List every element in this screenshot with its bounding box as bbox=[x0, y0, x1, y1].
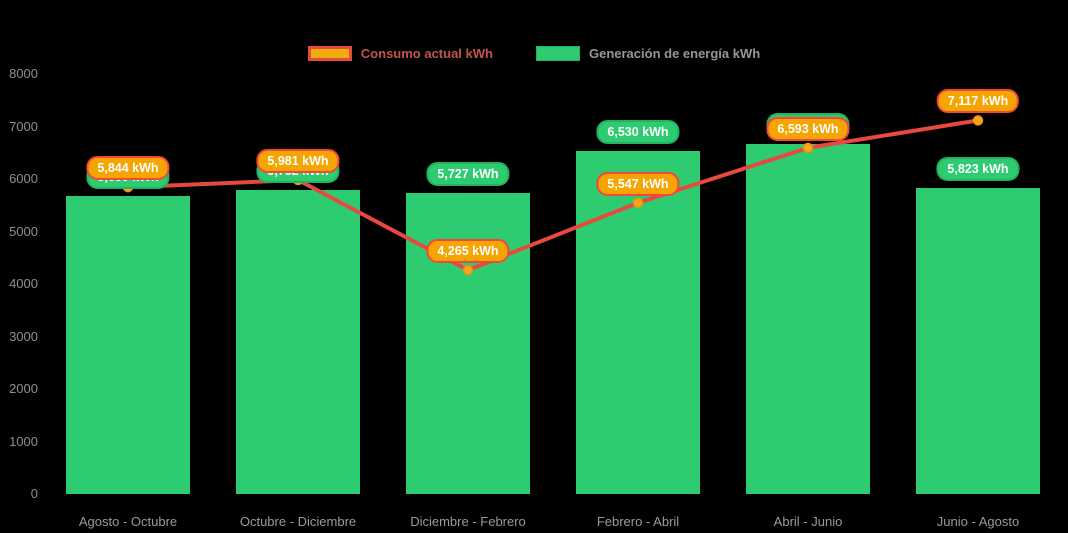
x-axis-label-octubre-diciembre: Octubre - Diciembre bbox=[239, 514, 357, 529]
bar-febrero-abril[interactable] bbox=[576, 151, 700, 494]
bar-value-label-diciembre-febrero: 5,727 kWh bbox=[426, 162, 510, 187]
bar-value-label-junio-agosto: 5,823 kWh bbox=[936, 157, 1020, 182]
line-point-marker[interactable] bbox=[972, 115, 984, 126]
generacion-swatch-icon bbox=[535, 46, 580, 61]
y-tick-label: 0 bbox=[30, 486, 38, 501]
consumo-swatch-icon bbox=[307, 46, 352, 61]
y-tick-label: 7000 bbox=[9, 118, 38, 134]
x-axis-label-diciembre-febrero: Diciembre - Febrero bbox=[410, 514, 526, 529]
bar-octubre-diciembre[interactable] bbox=[236, 190, 360, 494]
line-value-label-abril-junio: 6,593 kWh bbox=[766, 116, 850, 141]
legend-item-consumo[interactable]: Consumo actual kWh bbox=[307, 46, 493, 61]
x-axis-label-agosto-octubre: Agosto - Octubre bbox=[78, 514, 178, 529]
y-tick-label: 6000 bbox=[9, 171, 38, 186]
line-value-label-agosto-octubre: 5,844 kWh bbox=[86, 156, 170, 181]
legend-item-generacion[interactable]: Generación de energía kWh bbox=[535, 46, 761, 61]
y-tick-label: 1000 bbox=[9, 433, 38, 449]
line-value-label-febrero-abril: 5,547 kWh bbox=[596, 171, 680, 196]
bar-value-label-febrero-abril: 6,530 kWh bbox=[596, 120, 680, 145]
line-value-label-junio-agosto: 7,117 kWh bbox=[936, 89, 1020, 114]
y-tick-label: 2000 bbox=[9, 381, 38, 396]
x-axis-label-abril-junio: Abril - Junio bbox=[773, 514, 843, 529]
y-tick-label: 5000 bbox=[9, 223, 38, 239]
y-tick-label: 8000 bbox=[9, 66, 38, 81]
bar-junio-agosto[interactable] bbox=[916, 188, 1040, 494]
y-tick-label: 4000 bbox=[9, 276, 38, 291]
line-value-label-octubre-diciembre: 5,981 kWh bbox=[256, 149, 340, 173]
bar-abril-junio[interactable] bbox=[746, 143, 870, 494]
line-point-marker[interactable] bbox=[462, 264, 474, 276]
legend-label-generacion: Generación de energía kWh bbox=[588, 46, 761, 61]
x-axis-label-febrero-abril: Febrero - Abril bbox=[596, 514, 680, 529]
line-point-marker[interactable] bbox=[632, 197, 644, 209]
chart-legend: Consumo actual kWh Generación de energía… bbox=[0, 46, 1068, 61]
line-value-label-diciembre-febrero: 4,265 kWh bbox=[426, 239, 510, 264]
line-point-marker[interactable] bbox=[802, 142, 814, 154]
legend-label-consumo: Consumo actual kWh bbox=[360, 46, 493, 61]
x-axis-label-junio-agosto: Junio - Agosto bbox=[936, 514, 1020, 529]
bar-agosto-octubre[interactable] bbox=[66, 195, 190, 494]
y-tick-label: 3000 bbox=[9, 328, 38, 344]
